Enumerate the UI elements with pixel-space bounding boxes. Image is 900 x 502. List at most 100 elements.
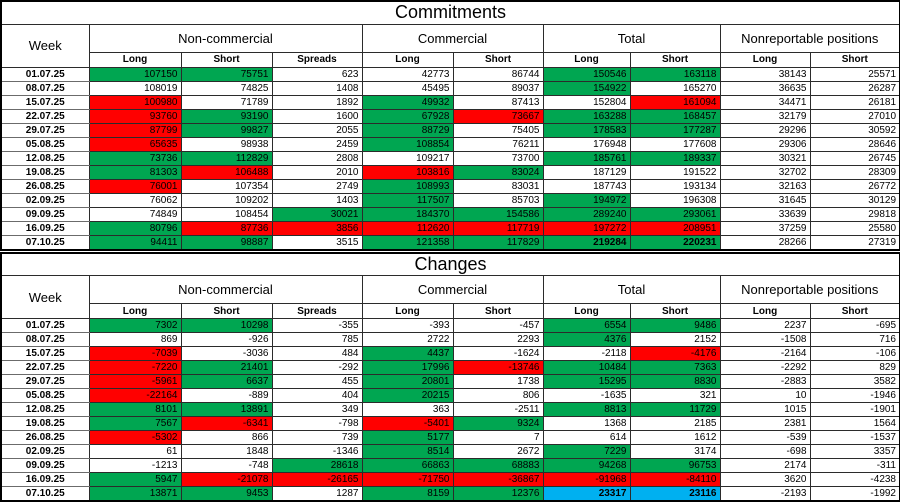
col-header-t-long: Long (543, 52, 630, 67)
value-cell: -84110 (630, 473, 720, 487)
value-cell: 197272 (543, 221, 630, 235)
week-cell: 15.07.25 (1, 347, 89, 361)
week-cell: 12.08.25 (1, 151, 89, 165)
value-cell: 10298 (181, 319, 272, 333)
col-header-c-short: Short (453, 52, 543, 67)
value-cell: -7220 (89, 361, 181, 375)
value-cell: 1403 (272, 193, 362, 207)
value-cell: 1892 (272, 95, 362, 109)
value-cell: 220231 (630, 235, 720, 250)
value-cell: -698 (720, 445, 810, 459)
value-cell: 178583 (543, 123, 630, 137)
value-cell: 163118 (630, 67, 720, 81)
value-cell: 38143 (720, 67, 810, 81)
value-cell: 193134 (630, 179, 720, 193)
value-cell: -748 (181, 459, 272, 473)
value-cell: 17996 (362, 361, 453, 375)
value-cell: -71750 (362, 473, 453, 487)
value-cell: 154586 (453, 207, 543, 221)
value-cell: -355 (272, 319, 362, 333)
value-cell: 806 (453, 389, 543, 403)
value-cell: 2381 (720, 417, 810, 431)
value-cell: 28309 (810, 165, 900, 179)
value-cell: -393 (362, 319, 453, 333)
value-cell: 1368 (543, 417, 630, 431)
value-cell: 103816 (362, 165, 453, 179)
value-cell: -539 (720, 431, 810, 445)
value-cell: 185761 (543, 151, 630, 165)
value-cell: 1015 (720, 403, 810, 417)
value-cell: 76001 (89, 179, 181, 193)
value-cell: 8514 (362, 445, 453, 459)
week-cell: 07.10.25 (1, 487, 89, 502)
value-cell: 75405 (453, 123, 543, 137)
value-cell: 2185 (630, 417, 720, 431)
value-cell: 32702 (720, 165, 810, 179)
value-cell: 161094 (630, 95, 720, 109)
value-cell: 1600 (272, 109, 362, 123)
week-cell: 01.07.25 (1, 319, 89, 333)
value-cell: -4176 (630, 347, 720, 361)
value-cell: 2293 (453, 333, 543, 347)
value-cell: -5961 (89, 375, 181, 389)
commitments-table: Commitments Week Non-commercial Commerci… (0, 0, 900, 251)
col-header-nc-spreads: Spreads (272, 304, 362, 319)
value-cell: 75751 (181, 67, 272, 81)
week-cell: 12.08.25 (1, 403, 89, 417)
group-header-nonreportable: Nonreportable positions (720, 24, 900, 52)
value-cell: 85703 (453, 193, 543, 207)
value-cell: 623 (272, 67, 362, 81)
week-cell: 05.08.25 (1, 137, 89, 151)
week-cell: 22.07.25 (1, 361, 89, 375)
week-cell: 09.09.25 (1, 459, 89, 473)
value-cell: 187129 (543, 165, 630, 179)
value-cell: 10484 (543, 361, 630, 375)
value-cell: 23317 (543, 487, 630, 502)
value-cell: 2459 (272, 137, 362, 151)
value-cell: 154922 (543, 81, 630, 95)
value-cell: -36867 (453, 473, 543, 487)
value-cell: 176948 (543, 137, 630, 151)
col-header-n-short: Short (810, 52, 900, 67)
value-cell: 1564 (810, 417, 900, 431)
value-cell: 152804 (543, 95, 630, 109)
value-cell: 165270 (630, 81, 720, 95)
value-cell: 94411 (89, 235, 181, 250)
value-cell: -4238 (810, 473, 900, 487)
value-cell: 7229 (543, 445, 630, 459)
value-cell: 2237 (720, 319, 810, 333)
changes-table: Changes Week Non-commercial Commercial T… (0, 252, 900, 502)
section-title-changes: Changes (1, 253, 900, 276)
week-cell: 16.09.25 (1, 473, 89, 487)
value-cell: 29306 (720, 137, 810, 151)
value-cell: 80796 (89, 221, 181, 235)
value-cell: 74849 (89, 207, 181, 221)
value-cell: 93760 (89, 109, 181, 123)
value-cell: 87413 (453, 95, 543, 109)
value-cell: 66863 (362, 459, 453, 473)
col-header-nc-spreads: Spreads (272, 52, 362, 67)
value-cell: 23116 (630, 487, 720, 502)
value-cell: 5177 (362, 431, 453, 445)
value-cell: 15295 (543, 375, 630, 389)
value-cell: 93190 (181, 109, 272, 123)
value-cell: 1612 (630, 431, 720, 445)
value-cell: -311 (810, 459, 900, 473)
value-cell: 27319 (810, 235, 900, 250)
value-cell: -2511 (453, 403, 543, 417)
value-cell: -457 (453, 319, 543, 333)
week-cell: 08.07.25 (1, 333, 89, 347)
value-cell: 76211 (453, 137, 543, 151)
